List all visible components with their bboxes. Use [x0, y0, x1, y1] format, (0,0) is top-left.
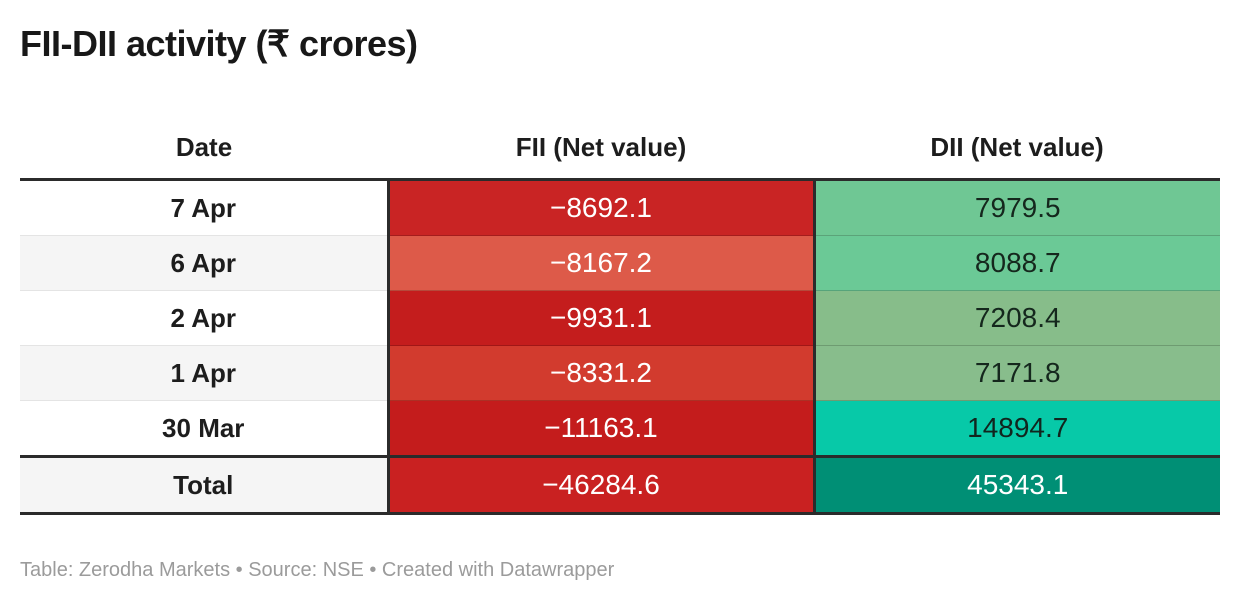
table-row: 2 Apr −9931.1 7208.4: [20, 290, 1220, 346]
table-row: 30 Mar −11163.1 14894.7: [20, 400, 1220, 458]
dii-value-cell: 8088.7: [814, 235, 1220, 291]
date-cell: 6 Apr: [20, 235, 388, 291]
total-row: Total −46284.6 45343.1: [20, 456, 1220, 515]
date-cell: 1 Apr: [20, 345, 388, 401]
attribution-footer: Table: Zerodha Markets • Source: NSE • C…: [20, 559, 615, 581]
page: FII-DII activity (₹ crores) Date FII (Ne…: [20, 0, 1220, 582]
dii-value-cell: 14894.7: [814, 400, 1220, 458]
table-row: 7 Apr −8692.1 7979.5: [20, 179, 1220, 236]
dii-total-cell: 45343.1: [814, 456, 1220, 515]
column-header-date: Date: [20, 116, 388, 181]
dii-value-cell: 7208.4: [814, 290, 1220, 346]
dii-value-cell: 7979.5: [814, 179, 1220, 236]
fii-total-cell: −46284.6: [386, 456, 816, 515]
fii-value-cell: −8331.2: [386, 345, 816, 401]
header-row: Date FII (Net value) DII (Net value): [20, 116, 1220, 181]
fii-value-cell: −9931.1: [386, 290, 816, 346]
fii-value-cell: −8167.2: [386, 235, 816, 291]
total-label-cell: Total: [20, 456, 388, 515]
date-cell: 30 Mar: [20, 400, 388, 458]
table-row: 6 Apr −8167.2 8088.7: [20, 235, 1220, 291]
fii-value-cell: −8692.1: [386, 179, 816, 236]
fii-value-cell: −11163.1: [386, 400, 816, 458]
page-title: FII-DII activity (₹ crores): [20, 23, 418, 64]
date-cell: 7 Apr: [20, 179, 388, 236]
dii-value-cell: 7171.8: [814, 345, 1220, 401]
column-header-dii: DII (Net value): [814, 116, 1220, 181]
column-header-fii: FII (Net value): [388, 116, 814, 181]
fii-dii-table: Date FII (Net value) DII (Net value) 7 A…: [20, 116, 1220, 515]
table-row: 1 Apr −8331.2 7171.8: [20, 345, 1220, 401]
date-cell: 2 Apr: [20, 290, 388, 346]
